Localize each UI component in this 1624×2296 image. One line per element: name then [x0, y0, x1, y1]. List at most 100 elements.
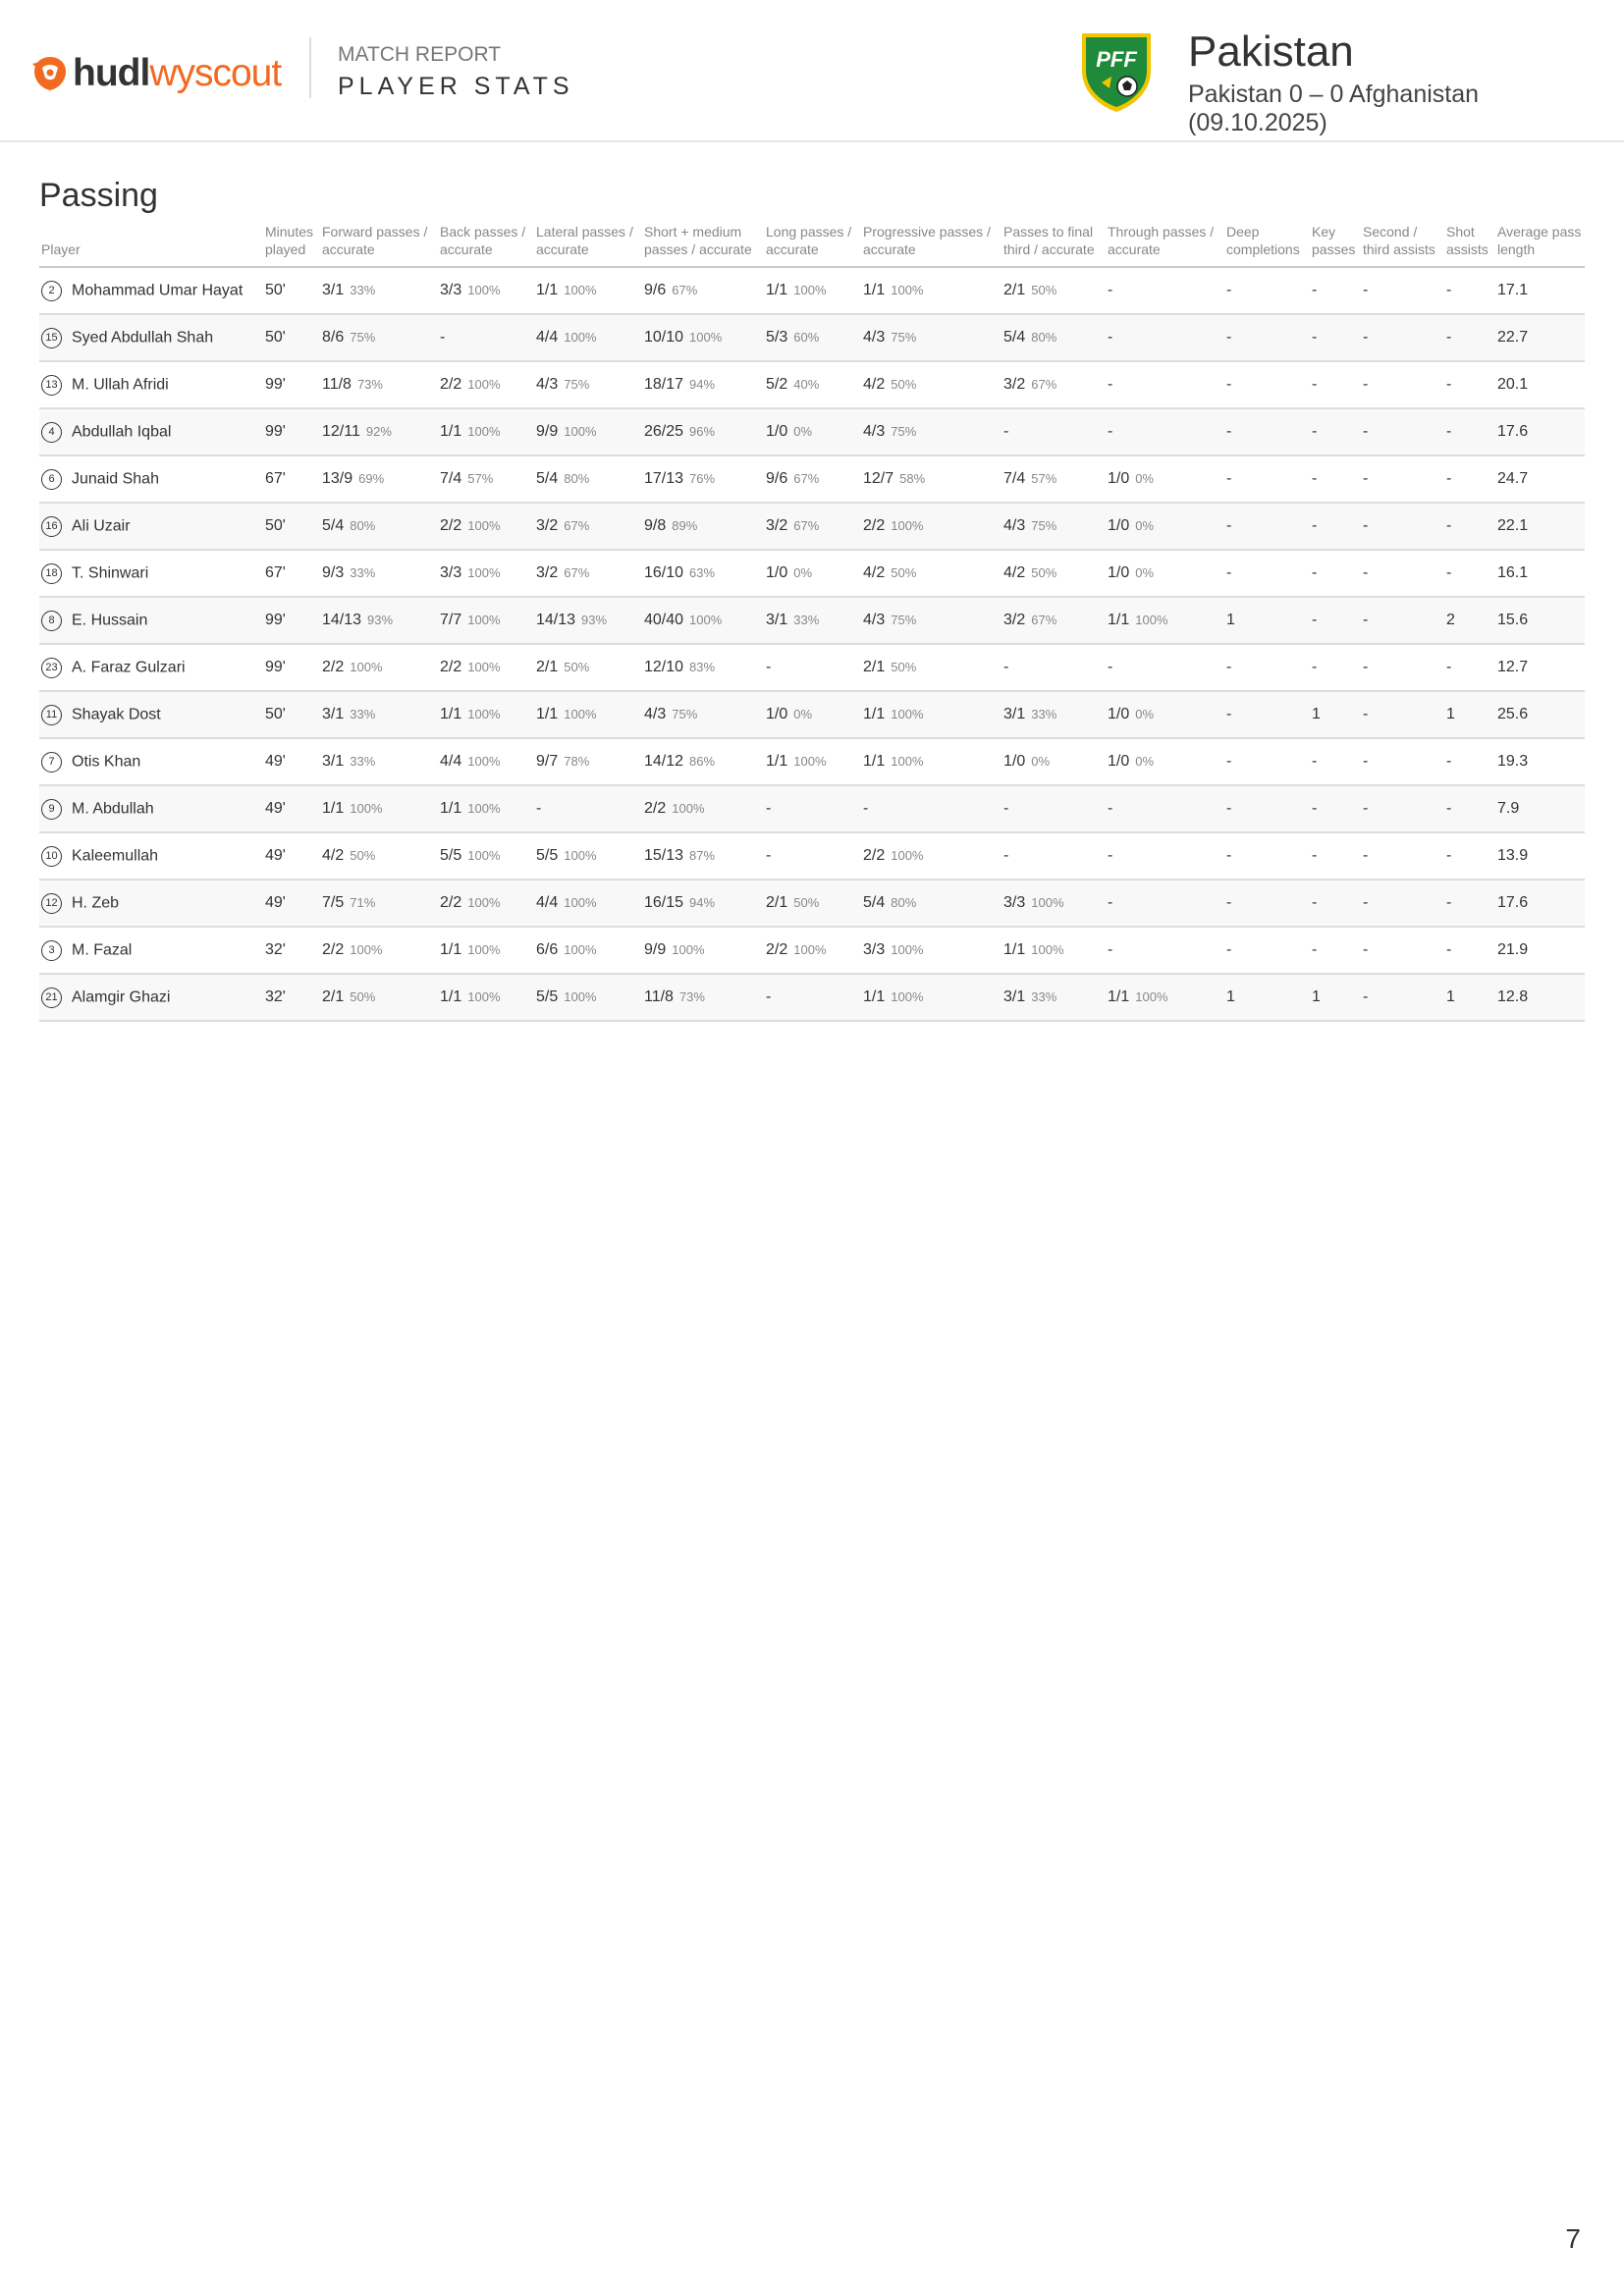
stat-value: 3/2	[1003, 612, 1026, 628]
stat-cell-lat: 3/2 67%	[534, 503, 642, 551]
stat-value: -	[1108, 941, 1113, 958]
report-header: hudl wyscout MATCH REPORT PLAYER STATS PF…	[0, 0, 1624, 142]
stat-value: 5/4	[1003, 329, 1026, 346]
player-name: Otis Khan	[72, 753, 141, 770]
stat-cell-long: 2/1 50%	[764, 880, 861, 928]
stat-value: -	[766, 988, 772, 1005]
stat-percentage: 75%	[1031, 518, 1057, 533]
stat-cell-back: 1/1 100%	[438, 927, 534, 975]
column-header: Lateral passes / accurate	[536, 224, 633, 257]
stat-cell-key: -	[1310, 927, 1361, 975]
player-cell: 6 Junaid Shah	[39, 455, 263, 504]
stat-cell-fwd: 9/3 33%	[320, 550, 438, 598]
stat-percentage: 50%	[350, 989, 376, 1004]
stat-cell-second: -	[1361, 691, 1444, 739]
stat-value: 3/1	[1003, 988, 1026, 1005]
stat-value: 2/2	[766, 941, 788, 958]
pff-crest-icon: PFF	[1082, 33, 1151, 112]
stat-cell-thr: -	[1106, 644, 1224, 692]
stat-value: 3/1	[322, 282, 345, 298]
stat-cell-prog: -	[861, 785, 1001, 833]
stat-cell-back: 7/4 57%	[438, 455, 534, 504]
player-cell: 18 T. Shinwari	[39, 550, 263, 598]
stat-value: 15/13	[644, 847, 684, 864]
stat-cell-shot: -	[1444, 644, 1495, 692]
stat-cell-lat: 9/9 100%	[534, 408, 642, 456]
stat-cell-final: 7/4 57%	[1001, 455, 1106, 504]
stat-value: 3/1	[322, 706, 345, 722]
stat-percentage: 100%	[891, 754, 924, 769]
player-name: Abdullah Iqbal	[72, 423, 172, 440]
stat-cell-short: 10/10 100%	[642, 314, 764, 362]
stat-value: 3/1	[766, 612, 788, 628]
stat-cell-fwd: 11/8 73%	[320, 361, 438, 409]
stat-cell-deep: -	[1224, 927, 1310, 975]
stat-cell-avg: 17.6	[1495, 408, 1585, 456]
stat-value: -	[1003, 423, 1009, 440]
column-header: Shot assists	[1446, 224, 1489, 257]
stat-value: 18/17	[644, 376, 684, 393]
stat-percentage: 33%	[350, 565, 376, 580]
stat-cell-second: -	[1361, 644, 1444, 692]
stat-value: 1/1	[766, 753, 788, 770]
stat-cell-final: -	[1001, 785, 1106, 833]
stat-cell-avg: 12.8	[1495, 974, 1585, 1022]
shirt-number-badge: 15	[41, 327, 62, 348]
stat-percentage: 80%	[564, 471, 590, 486]
stat-cell-deep: 1	[1224, 597, 1310, 645]
stat-percentage: 100%	[467, 424, 501, 439]
stat-cell-back: 5/5 100%	[438, 832, 534, 881]
stat-value: 2/2	[440, 659, 462, 675]
stat-percentage: 100%	[467, 754, 501, 769]
stat-cell-shot: -	[1444, 314, 1495, 362]
stat-cell-avg: 22.7	[1495, 314, 1585, 362]
stat-percentage: 75%	[891, 613, 917, 627]
team-name: Pakistan	[1188, 27, 1354, 76]
stat-cell-final: -	[1001, 832, 1106, 881]
stat-percentage: 33%	[350, 707, 376, 721]
stat-cell-thr: 1/1 100%	[1106, 597, 1224, 645]
stat-value: 5/4	[322, 517, 345, 534]
stat-percentage: 78%	[564, 754, 590, 769]
logo-wyscout-text: wyscout	[149, 52, 282, 94]
stat-percentage: 67%	[1031, 613, 1057, 627]
stat-cell-deep: -	[1224, 314, 1310, 362]
stat-cell-deep: -	[1224, 503, 1310, 551]
stat-cell-back: 7/7 100%	[438, 597, 534, 645]
stat-cell-key: -	[1310, 832, 1361, 881]
stat-cell-thr: 1/0 0%	[1106, 503, 1224, 551]
stat-value: 1/1	[536, 282, 559, 298]
minutes-cell: 99'	[263, 361, 320, 409]
stat-percentage: 100%	[564, 895, 597, 910]
hudl-wyscout-logo: hudl wyscout	[29, 49, 282, 98]
player-name: H. Zeb	[72, 894, 120, 911]
stat-percentage: 80%	[1031, 330, 1057, 345]
table-row: 11 Shayak Dost 50' 3/1 33% 1/1 100% 1/1 100% 4/3 7…	[39, 691, 1585, 739]
stat-cell-fwd: 3/1 33%	[320, 738, 438, 786]
stat-cell-long: 2/2 100%	[764, 927, 861, 975]
stat-cell-deep: -	[1224, 785, 1310, 833]
stat-cell-deep: -	[1224, 644, 1310, 692]
stat-value: 9/9	[536, 423, 559, 440]
stat-percentage: 100%	[350, 801, 383, 816]
stat-percentage: 71%	[350, 895, 376, 910]
stat-percentage: 100%	[467, 518, 501, 533]
stat-percentage: 100%	[564, 424, 597, 439]
stat-percentage: 33%	[1031, 707, 1057, 721]
stat-percentage: 50%	[793, 895, 820, 910]
stat-percentage: 100%	[689, 330, 723, 345]
stat-value: 4/2	[863, 564, 886, 581]
stat-cell-thr: -	[1106, 832, 1224, 881]
stat-cell-final: 4/3 75%	[1001, 503, 1106, 551]
stat-percentage: 0%	[1031, 754, 1051, 769]
stat-value: 12/11	[322, 423, 360, 440]
minutes-cell: 50'	[263, 314, 320, 362]
stat-percentage: 67%	[564, 565, 590, 580]
stat-value: 5/4	[863, 894, 886, 911]
stat-cell-thr: -	[1106, 880, 1224, 928]
column-header: Forward passes / accurate	[322, 224, 428, 257]
shirt-number-badge: 7	[41, 751, 62, 773]
stat-value: 5/3	[766, 329, 788, 346]
minutes-cell: 50'	[263, 267, 320, 315]
player-name: Shayak Dost	[72, 706, 161, 722]
